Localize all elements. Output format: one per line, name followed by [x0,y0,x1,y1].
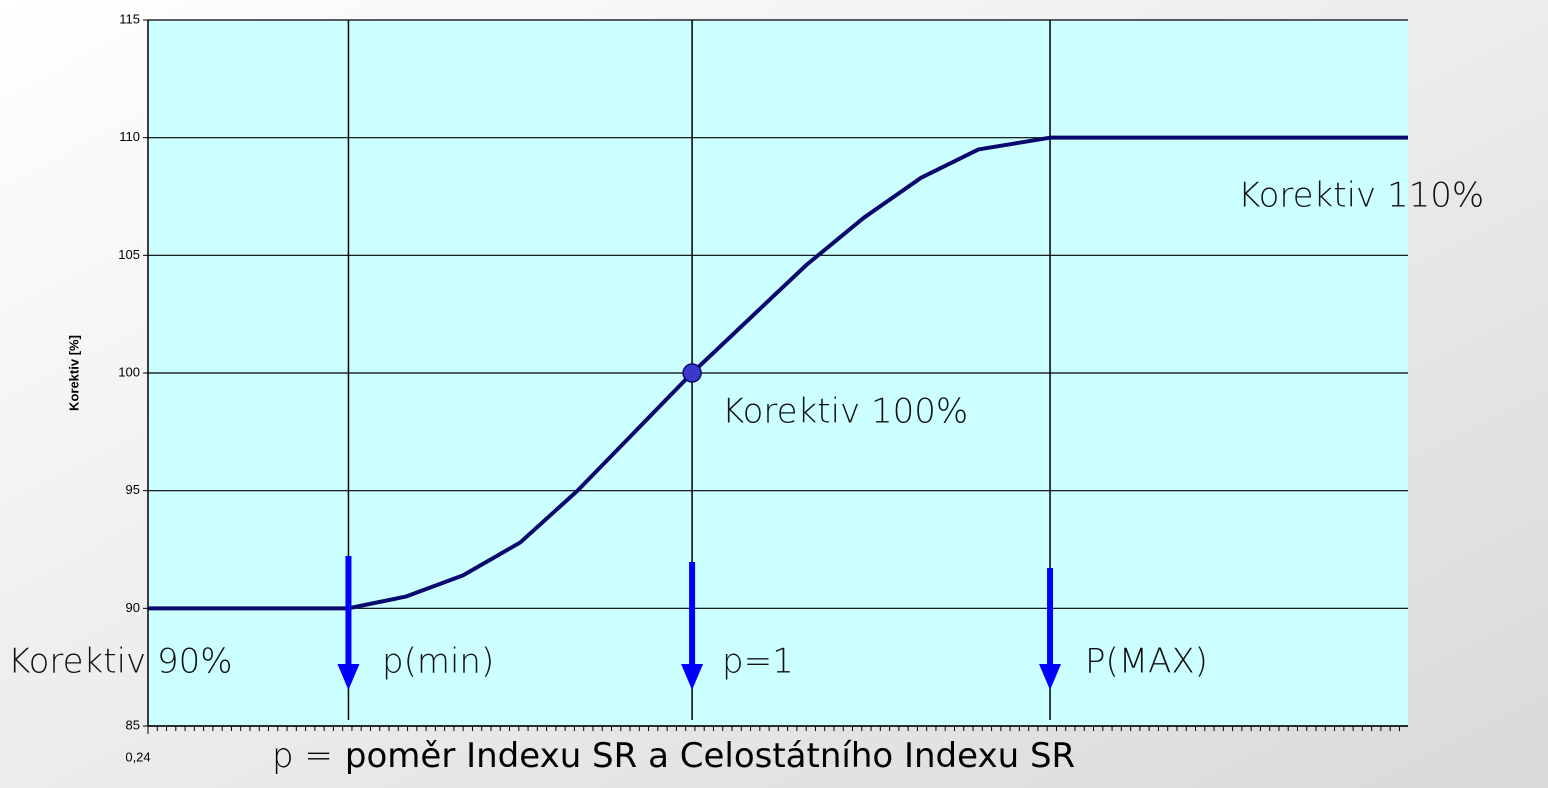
x-tick-label: 0,24 [125,749,150,764]
annotation: p=1 [722,642,794,682]
y-tick-label: 95 [126,482,140,497]
y-axis-label: Korektiv [%] [66,335,81,411]
annotation: Korektiv 90% [8,642,233,682]
annotation: Korektiv 100% [722,392,968,432]
y-tick-label: 115 [119,11,140,26]
x-label-prefix: p = [272,736,333,776]
y-tick-label: 110 [119,129,140,144]
arrow-head [681,664,704,690]
y-tick-label: 100 [118,364,140,379]
arrow-head [337,664,360,690]
annotation: P(MAX) [1085,642,1208,682]
highlight-point [682,363,702,383]
x-axis-label: p = poměr Indexu SR a Celostátního Indexu… [272,736,1075,776]
y-tick-label: 90 [126,600,140,615]
y-tick-label: 85 [126,717,140,732]
y-tick-label: 105 [118,247,140,262]
arrow-head [1039,664,1062,690]
annotation: Korektiv 110% [1238,176,1484,216]
annotation: p(min) [382,642,494,682]
x-label-text: poměr Indexu SR a Celostátního Indexu SR [345,736,1075,776]
